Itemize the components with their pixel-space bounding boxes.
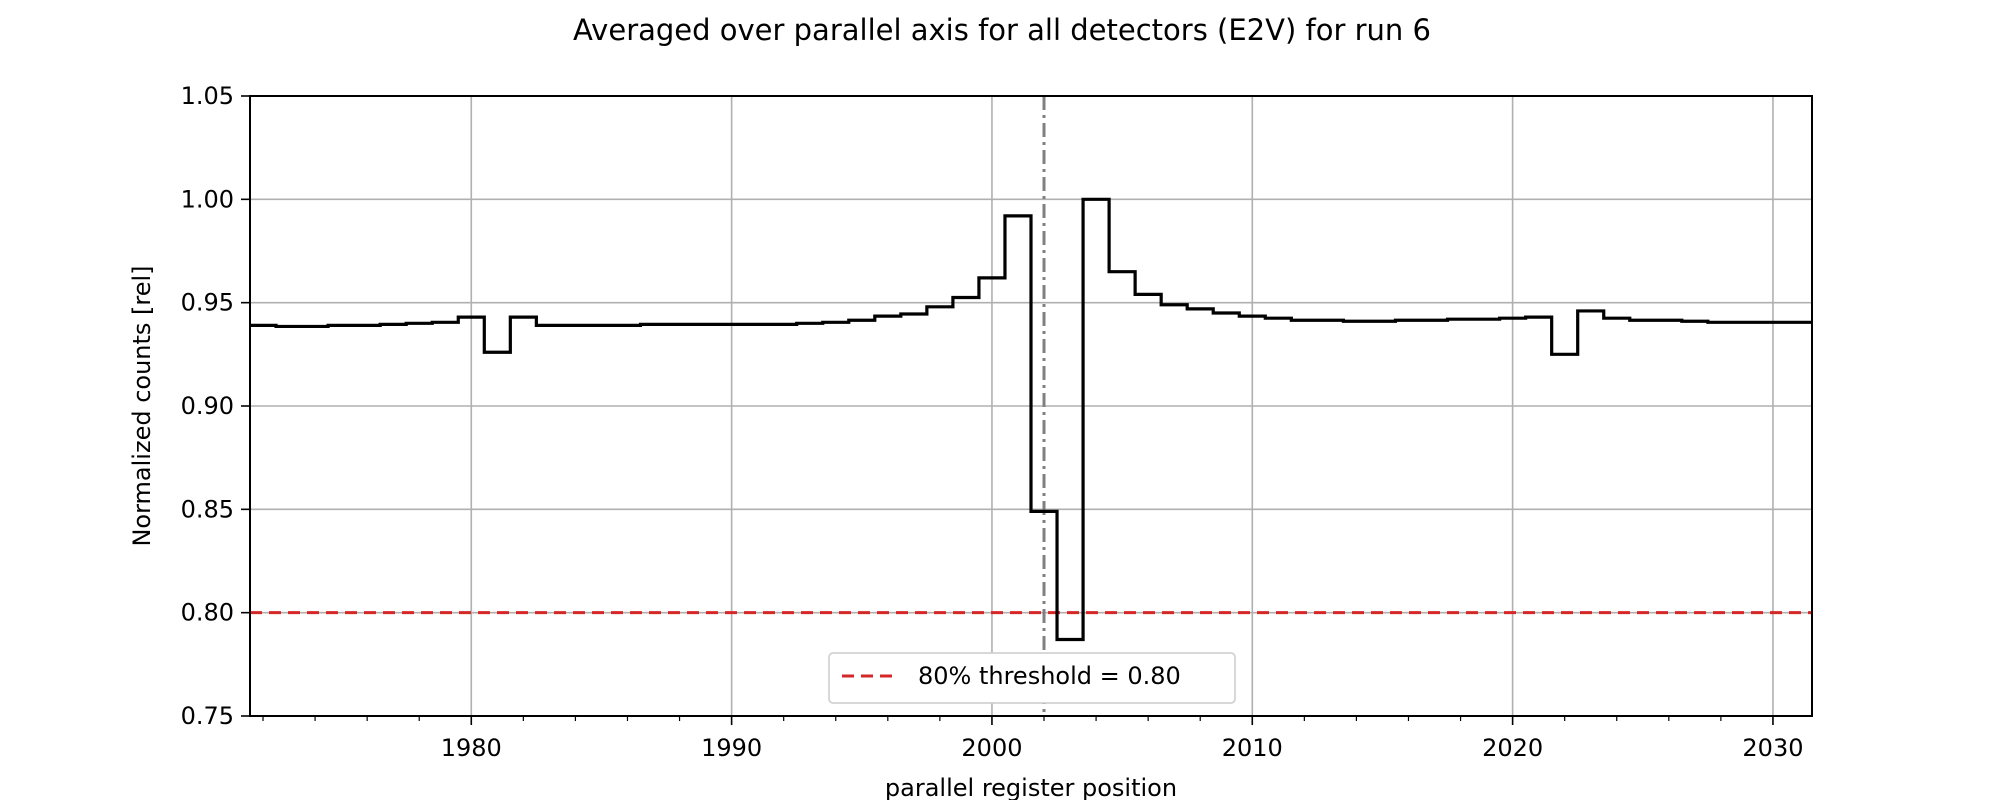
y-tick-label: 0.85 [181, 495, 234, 523]
legend: 80% threshold = 0.80 [828, 652, 1236, 704]
y-tick-label: 0.90 [181, 392, 234, 420]
x-tick-label: 2010 [1222, 734, 1283, 762]
x-tick-label: 2000 [961, 734, 1022, 762]
x-tick-label: 2020 [1482, 734, 1543, 762]
y-tick-label: 0.75 [181, 702, 234, 730]
x-axis-label: parallel register position [885, 774, 1177, 800]
legend-box [828, 652, 1236, 704]
series-step-line [250, 197, 1812, 642]
x-tick-label: 1980 [441, 734, 502, 762]
x-axis: 1980 1990 2000 2010 2020 2030 [262, 716, 1803, 762]
y-tick-label: 0.80 [181, 599, 234, 627]
y-tick-label: 1.00 [181, 185, 234, 213]
chart-title: Averaged over parallel axis for all dete… [573, 13, 1431, 47]
y-tick-label: 1.05 [181, 82, 234, 110]
x-tick-label: 2030 [1742, 734, 1803, 762]
y-tick-label: 0.95 [181, 289, 234, 317]
series-layer [250, 197, 1812, 642]
x-tick-label: 1990 [701, 734, 762, 762]
legend-label: 80% threshold = 0.80 [918, 662, 1181, 690]
y-axis-label: Normalized counts [rel] [128, 265, 156, 546]
y-axis: 0.75 0.80 0.85 0.90 0.95 1.00 1.05 [181, 82, 250, 730]
